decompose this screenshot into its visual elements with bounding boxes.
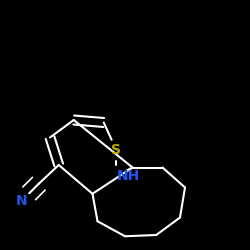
Text: N: N <box>16 194 27 208</box>
Text: S: S <box>111 143 121 157</box>
Text: NH: NH <box>116 169 140 183</box>
